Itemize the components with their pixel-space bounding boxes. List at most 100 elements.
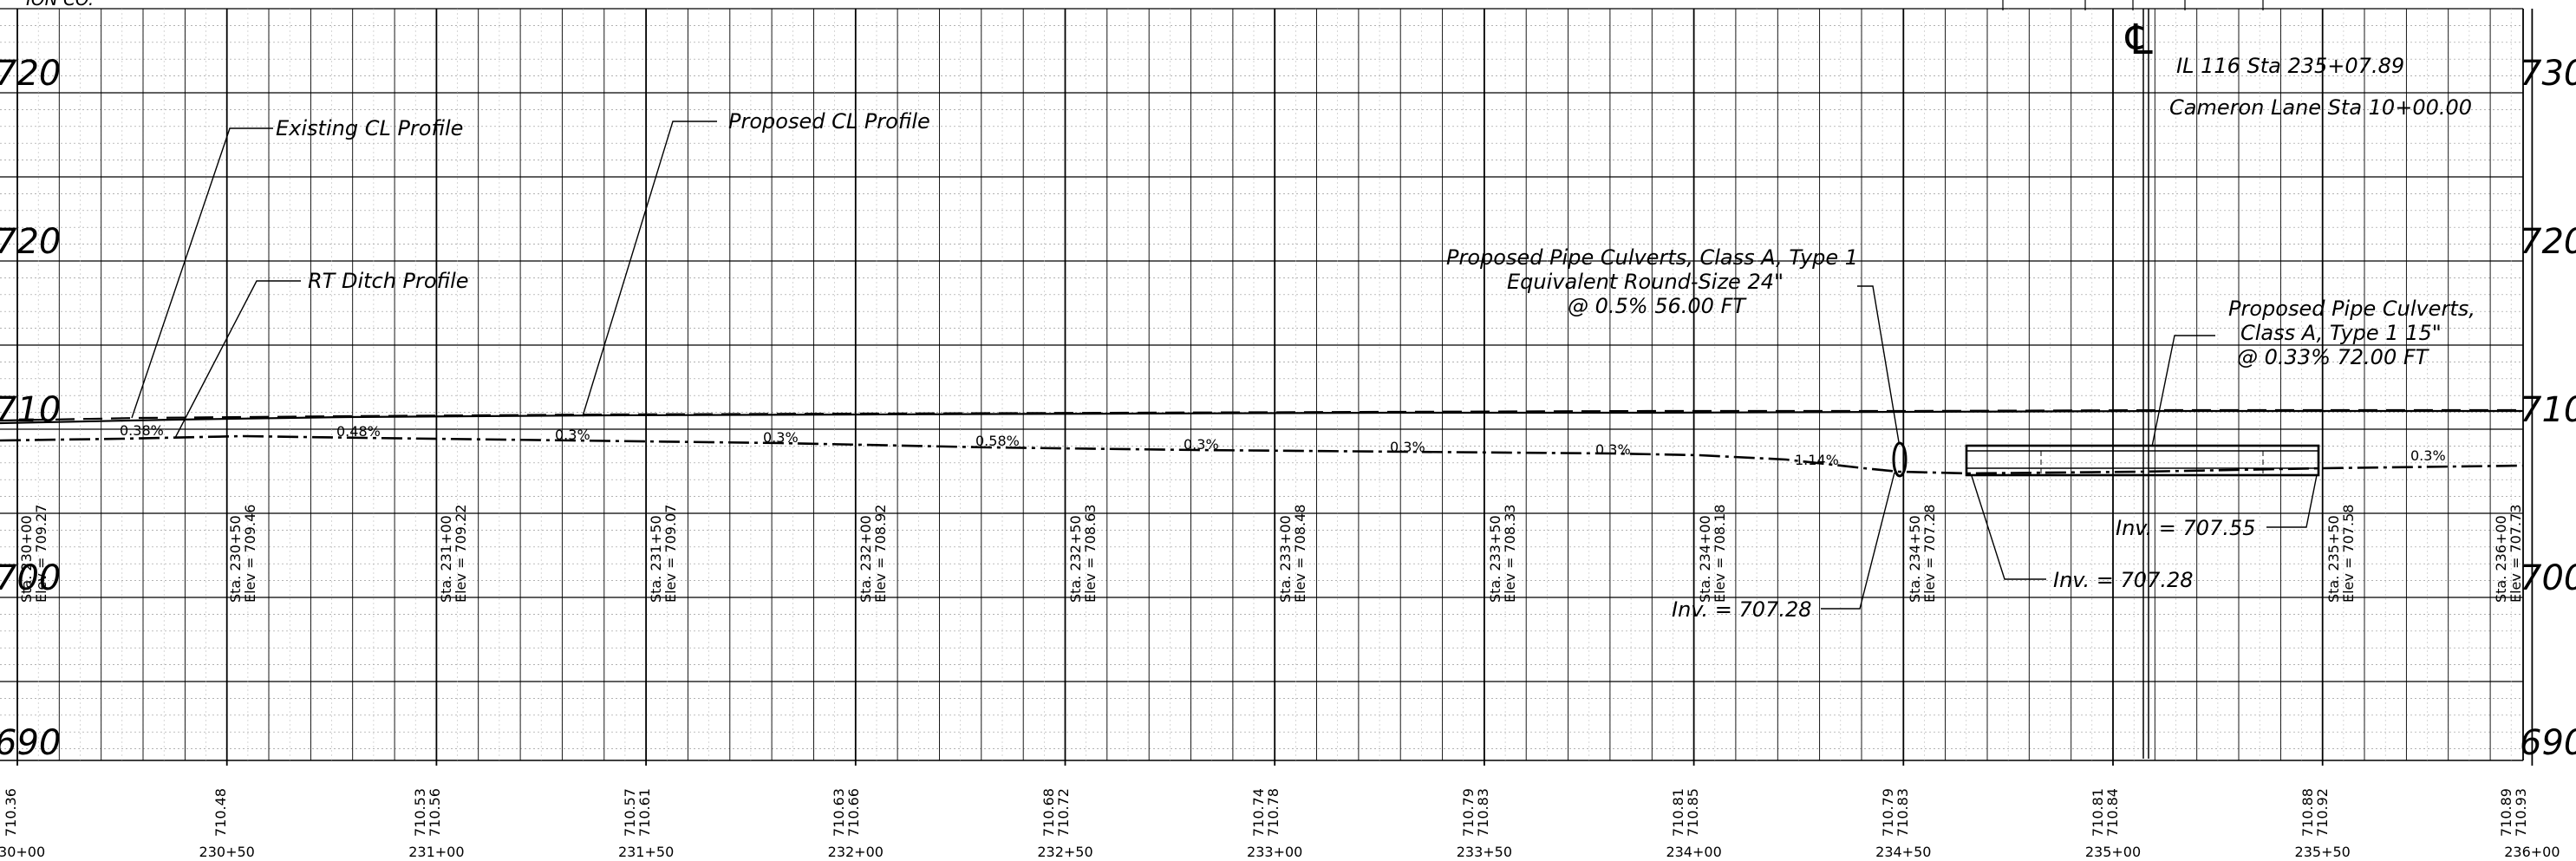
bottom-station-label: 230+50 bbox=[199, 844, 255, 860]
bottom-elev-label: 710.85 bbox=[1685, 788, 1701, 837]
culvert-2-line2: Class A, Type 1 15" bbox=[2240, 321, 2442, 345]
bottom-station-label: 231+50 bbox=[618, 844, 674, 860]
ditch-station-elev: Elev = 708.18 bbox=[1712, 505, 1728, 603]
ditch-station-elev: Elev = 707.58 bbox=[2340, 505, 2357, 603]
profile-grid bbox=[0, 8, 2534, 766]
culvert-1-inv: Inv. = 707.28 bbox=[1672, 597, 1812, 622]
culvert-1-line2: Equivalent Round-Size 24" bbox=[1507, 270, 1784, 294]
grade-label: 0.48% bbox=[336, 423, 381, 440]
ditch-station-elev: Elev = 708.92 bbox=[872, 505, 889, 603]
bottom-elev-label: 710.61 bbox=[636, 788, 653, 837]
bottom-elev-label: 710.83 bbox=[1895, 788, 1911, 837]
grade-label: 0.3% bbox=[1595, 441, 1631, 458]
grade-label: 0.3% bbox=[555, 427, 590, 443]
centerline-symbol: ℄ bbox=[2125, 16, 2153, 64]
centerline-marker bbox=[2142, 9, 2149, 759]
bottom-station-label: 234+50 bbox=[1875, 844, 1931, 860]
culvert-2-inv-right: Inv. = 707.55 bbox=[2116, 516, 2256, 540]
bottom-elev-label: 710.78 bbox=[1265, 788, 1281, 837]
ditch-station-elev: Elev = 707.28 bbox=[1921, 505, 1938, 603]
bottom-elev-label: 710.79 bbox=[1460, 788, 1477, 837]
intersection-line2: Cameron Lane Sta 10+00.00 bbox=[2169, 95, 2472, 120]
bottom-station-label: 233+50 bbox=[1457, 844, 1512, 860]
elev-tick-left-700: 700 bbox=[0, 558, 61, 598]
culvert-2-symbol bbox=[1965, 444, 2320, 477]
rt-ditch-profile-label: RT Ditch Profile bbox=[308, 269, 469, 293]
bottom-elev-label: 710.74 bbox=[1250, 788, 1267, 837]
grade-labels: 0.38% 0.48% 0.3% 0.3% 0.58% 0.3% 0.3% 0.3% 1.14%… bbox=[120, 422, 2446, 468]
elev-tick-left-710: 710 bbox=[0, 390, 61, 430]
bottom-station-label: 230+00 bbox=[0, 844, 45, 860]
bottom-elev-label: 710.63 bbox=[831, 788, 847, 837]
ditch-station-sta: Sta. 232+00 bbox=[858, 515, 874, 603]
grade-label: 0.3% bbox=[763, 429, 799, 446]
elev-tick-left-720: 720 bbox=[0, 222, 61, 262]
bottom-elev-label: 710.81 bbox=[1670, 788, 1686, 837]
bottom-elev-label: 710.84 bbox=[2104, 788, 2121, 837]
bottom-station-label: 236+00 bbox=[2504, 844, 2560, 860]
bottom-elev-label: 710.93 bbox=[2513, 788, 2529, 837]
elev-tick-left-690: 690 bbox=[0, 723, 61, 763]
intersection-line1: IL 116 Sta 235+07.89 bbox=[2176, 54, 2404, 78]
grade-label: 0.3% bbox=[1184, 436, 1219, 453]
grade-label: 0.38% bbox=[120, 422, 164, 439]
elev-tick-right-720: 720 bbox=[2520, 222, 2576, 262]
ditch-station-sta: Sta. 236+00 bbox=[2493, 515, 2509, 603]
culvert-1-line3: @ 0.5% 56.00 FT bbox=[1568, 294, 1747, 318]
bottom-elev-label: 710.81 bbox=[2090, 788, 2106, 837]
elev-tick-right-710: 710 bbox=[2520, 390, 2576, 430]
culvert-1-line1: Proposed Pipe Culverts, Class A, Type 1 bbox=[1446, 245, 1858, 270]
bottom-station-label: 233+00 bbox=[1247, 844, 1302, 860]
ditch-station-elev: Elev = 709.27 bbox=[33, 505, 49, 603]
ditch-station-elev: Elev = 708.33 bbox=[1502, 505, 1518, 603]
elev-tick-left-720-top: 720 bbox=[0, 54, 61, 94]
bottom-elev-label: 710.92 bbox=[2314, 788, 2331, 837]
ditch-station-sta: Sta. 233+50 bbox=[1487, 515, 1503, 603]
bottom-elev-label: 710.72 bbox=[1055, 788, 1072, 837]
grade-label: 0.3% bbox=[1390, 439, 1425, 455]
proposed-cl-profile-label: Proposed CL Profile bbox=[728, 109, 930, 134]
bottom-station-label: 231+00 bbox=[408, 844, 464, 860]
proposed-cl-profile bbox=[0, 409, 2523, 425]
bottom-elev-label: 710.53 bbox=[412, 788, 428, 837]
bottom-station-label: 235+00 bbox=[2085, 844, 2141, 860]
ditch-station-elev: Elev = 707.73 bbox=[2508, 505, 2524, 603]
ditch-station-elev: Elev = 709.46 bbox=[242, 505, 258, 603]
bottom-elev-label: 710.36 bbox=[3, 788, 19, 837]
ditch-station-sta: Sta. 235+50 bbox=[2325, 515, 2342, 603]
ditch-station-elev: Elev = 708.48 bbox=[1292, 505, 1308, 603]
ditch-station-elev: Elev = 709.22 bbox=[453, 505, 469, 603]
ditch-station-sta: Sta. 230+00 bbox=[18, 515, 35, 603]
bottom-elev-label: 710.79 bbox=[1880, 788, 1896, 837]
grade-label: 0.3% bbox=[2410, 447, 2446, 464]
culvert-2-line3: @ 0.33% 72.00 FT bbox=[2237, 345, 2430, 369]
bottom-elev-label: 710.83 bbox=[1475, 788, 1491, 837]
bottom-elev-label: 710.56 bbox=[427, 788, 443, 837]
bottom-station-label: 234+00 bbox=[1666, 844, 1721, 860]
bottom-elev-label: 710.89 bbox=[2498, 788, 2514, 837]
title-block-ticks bbox=[2002, 0, 2264, 10]
bottom-station-label: 232+00 bbox=[828, 844, 884, 860]
bottom-station-label: 232+50 bbox=[1037, 844, 1092, 860]
ditch-station-sta: Sta. 231+50 bbox=[648, 515, 664, 603]
bottom-elev-label: 710.48 bbox=[212, 788, 229, 837]
bottom-station-label: 235+50 bbox=[2295, 844, 2351, 860]
bottom-elev-label: 710.57 bbox=[622, 788, 638, 837]
grade-label: 0.58% bbox=[975, 433, 1020, 449]
grade-label: 1.14% bbox=[1795, 452, 1839, 468]
culvert-2-inv-left: Inv. = 707.28 bbox=[2053, 568, 2194, 592]
bottom-elev-label: 710.88 bbox=[2299, 788, 2316, 837]
bottom-elev-label: 710.68 bbox=[1040, 788, 1057, 837]
